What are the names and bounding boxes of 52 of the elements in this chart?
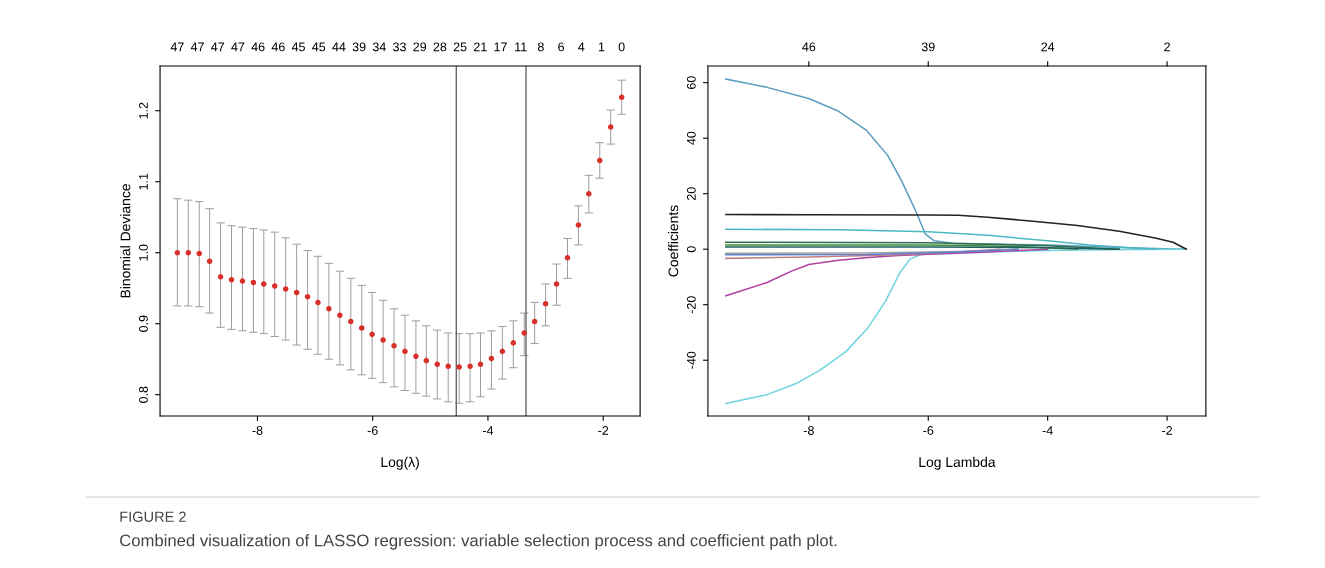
y-tick-label: 40 (686, 131, 696, 145)
x-tick-label: -6 (367, 426, 378, 435)
text: 6 (558, 42, 564, 52)
text: 34 (372, 42, 386, 52)
text: 33 (393, 42, 406, 52)
text: 17 (494, 42, 507, 52)
y-tick-label: 1.0 (139, 244, 148, 261)
text: 44 (332, 42, 346, 52)
text: 39 (352, 42, 366, 52)
y-tick-label: 1.2 (139, 102, 148, 119)
text: 39 (921, 42, 935, 52)
y-tick-label: -40 (686, 351, 696, 369)
text: 47 (211, 42, 225, 52)
y-tick-label: 1.1 (139, 173, 148, 190)
y-axis-title: Coefficients (668, 205, 679, 277)
y-tick-label: 20 (686, 187, 696, 200)
x-axis-title: Log Lambda (919, 456, 996, 470)
text: 28 (433, 42, 447, 52)
text: 0 (618, 42, 625, 52)
x-axis-title: Log(λ) (381, 456, 419, 470)
y-tick-label: 0 (686, 246, 696, 253)
y-axis-title: Binomial Deviance (120, 184, 131, 298)
caption: FIGURE 2 (120, 511, 186, 522)
text: 46 (271, 42, 285, 52)
y-tick-label: 0.9 (139, 315, 148, 332)
text: 46 (251, 42, 265, 52)
x-tick-label: -4 (482, 426, 494, 435)
text: 1 (598, 42, 605, 52)
x-tick-label: -6 (923, 426, 934, 435)
text: 4 (578, 42, 585, 52)
text: 46 (802, 42, 816, 52)
text: 45 (312, 42, 326, 52)
text: 47 (190, 42, 204, 52)
text: 25 (453, 42, 467, 52)
x-tick-label: -4 (1042, 426, 1053, 435)
text: 21 (473, 42, 487, 52)
text: 8 (537, 42, 544, 52)
text: 47 (170, 42, 184, 52)
text: 11 (515, 42, 527, 52)
y-tick-label: 60 (686, 76, 696, 89)
text: 45 (291, 42, 305, 52)
text: 24 (1041, 42, 1055, 52)
text: 29 (413, 42, 427, 52)
y-tick-label: -20 (686, 296, 696, 314)
y-tick-label: 0.8 (139, 386, 148, 403)
text: 47 (231, 42, 245, 52)
x-tick-label: -2 (598, 426, 609, 435)
x-tick-label: -8 (803, 426, 814, 435)
text: 2 (1164, 42, 1170, 52)
x-tick-label: -8 (252, 426, 263, 435)
x-tick-label: -2 (1162, 426, 1172, 435)
text: Combined visualization of LASSO regression: variable selection process and coefficient path plot. (120, 534, 837, 550)
